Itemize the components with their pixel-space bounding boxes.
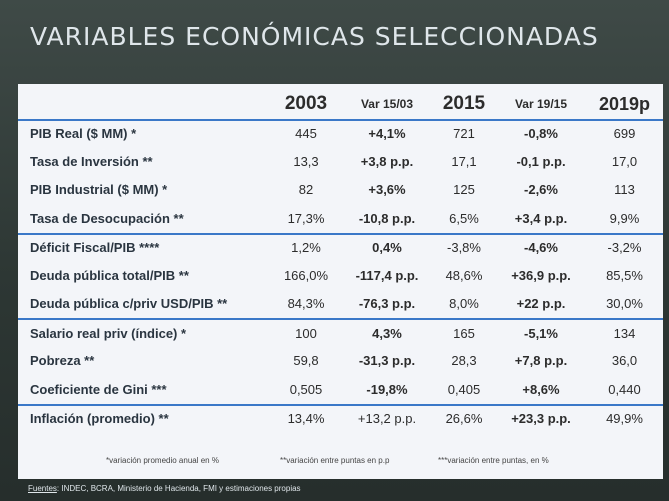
row-label-tasa-inversion: Tasa de Inversión ** xyxy=(30,153,153,169)
cell-2003: 1,2% xyxy=(270,232,342,262)
cell-2019p: 0,440 xyxy=(608,381,641,397)
cell-var-19-15: +7,8 p.p. xyxy=(514,353,568,369)
cell-2015: 26,6% xyxy=(432,403,496,433)
cell-2019p: 113 xyxy=(614,182,635,198)
cell-var-15-03: 4,3% xyxy=(342,318,432,347)
cell-2015: 28,3 xyxy=(451,353,477,369)
row-label-deficit-fiscal: Déficit Fiscal/PIB **** xyxy=(18,232,270,262)
cell-2015: 125 xyxy=(453,182,475,198)
cell-2015: 721 xyxy=(432,118,496,148)
cell-var-15-03: -117,4 p.p. xyxy=(355,267,419,283)
footnote-annual-variation: *variación promedio anual en % xyxy=(106,456,219,465)
cell-2019p: -3,2% xyxy=(586,232,663,262)
row-label-pib-real: PIB Real ($ MM) * xyxy=(18,118,270,148)
cell-2003: 100 xyxy=(270,318,342,347)
cell-2003: 84,3% xyxy=(287,296,325,312)
cell-var-19-15: +22 p.p. xyxy=(516,296,566,312)
footnote-pp-variation: **variación entre puntas en p.p xyxy=(280,456,390,465)
economic-variables-table: 2003 Var 15/03 2015 Var 19/15 2019p PIB … xyxy=(18,90,663,432)
cell-var-15-03: -19,8% xyxy=(366,381,408,397)
header-var-19-15: Var 19/15 xyxy=(514,97,568,112)
header-empty xyxy=(18,90,270,119)
cell-2015: 8,0% xyxy=(449,296,479,312)
cell-var-19-15: +36,9 p.p. xyxy=(511,267,571,283)
cell-2019p: 85,5% xyxy=(606,267,643,283)
cell-var-19-15: +8,6% xyxy=(522,381,560,397)
footnote-percent-variation: ***variación entre puntas, en % xyxy=(438,456,549,465)
sources-text: : INDEC, BCRA, Ministerio de Hacienda, F… xyxy=(56,484,301,493)
cell-var-15-03: -31,3 p.p. xyxy=(358,353,416,369)
header-2015: 2015 xyxy=(442,93,486,115)
cell-2019p: 699 xyxy=(586,118,663,148)
row-label-pobreza: Pobreza ** xyxy=(30,353,95,369)
cell-var-15-03: -10,8 p.p. xyxy=(358,210,416,226)
cell-2015: -3,8% xyxy=(432,232,496,262)
row-label-tasa-desocupacion: Tasa de Desocupación ** xyxy=(30,210,184,226)
cell-2015: 6,5% xyxy=(449,210,479,226)
cell-2003: 82 xyxy=(298,182,314,198)
header-2003: 2003 xyxy=(284,93,328,115)
cell-2003: 0,505 xyxy=(289,381,323,397)
cell-var-19-15: +3,4 p.p. xyxy=(514,210,568,226)
sources-line: Fuentes: INDEC, BCRA, Ministerio de Haci… xyxy=(28,484,301,493)
cell-2019p: 134 xyxy=(586,318,663,347)
cell-2003: 13,4% xyxy=(270,403,342,433)
cell-var-15-03: +13,2 p.p. xyxy=(342,403,432,433)
cell-var-15-03: +3,8 p.p. xyxy=(360,153,414,169)
cell-var-19-15: -0,8% xyxy=(496,118,586,148)
cell-2003: 445 xyxy=(270,118,342,148)
row-label-pib-industrial: PIB Industrial ($ MM) * xyxy=(30,182,168,198)
cell-var-15-03: +4,1% xyxy=(342,118,432,148)
cell-2003: 13,3 xyxy=(293,153,319,169)
cell-2003: 17,3% xyxy=(287,210,325,226)
cell-var-19-15: -4,6% xyxy=(496,232,586,262)
cell-2003: 59,8 xyxy=(293,353,319,369)
row-label-inflacion: Inflación (promedio) ** xyxy=(18,403,270,433)
slide-title: VARIABLES ECONÓMICAS SELECCIONADAS xyxy=(30,22,599,51)
row-label-deuda-publica-priv-usd: Deuda pública c/priv USD/PIB ** xyxy=(30,296,228,312)
cell-2015: 17,1 xyxy=(451,153,477,169)
cell-2019p: 9,9% xyxy=(609,210,640,226)
header-2019p: 2019p xyxy=(598,93,651,114)
cell-2019p: 30,0% xyxy=(606,296,643,312)
sources-label: Fuentes xyxy=(28,484,57,493)
cell-2019p: 17,0 xyxy=(611,153,638,169)
cell-var-15-03: +3,6% xyxy=(368,182,406,198)
cell-2015: 48,6% xyxy=(445,267,483,283)
cell-2015: 0,405 xyxy=(447,381,481,397)
cell-2019p: 36,0 xyxy=(611,353,638,369)
footnotes: *variación promedio anual en % **variaci… xyxy=(18,456,663,470)
cell-var-15-03: 0,4% xyxy=(342,232,432,262)
cell-var-19-15: -5,1% xyxy=(496,318,586,347)
cell-2015: 165 xyxy=(432,318,496,347)
cell-2003: 166,0% xyxy=(283,267,329,283)
cell-var-19-15: -2,6% xyxy=(524,182,558,198)
cell-var-15-03: -76,3 p.p. xyxy=(358,296,416,312)
header-var-15-03: Var 15/03 xyxy=(360,97,414,112)
cell-2019p: 49,9% xyxy=(586,403,663,433)
data-table-panel: 2003 Var 15/03 2015 Var 19/15 2019p PIB … xyxy=(18,84,663,479)
row-label-deuda-publica-total: Deuda pública total/PIB ** xyxy=(30,267,189,283)
cell-var-19-15: -0,1 p.p. xyxy=(516,153,566,169)
row-label-salario-real: Salario real priv (índice) * xyxy=(18,318,270,347)
row-label-coeficiente-gini: Coeficiente de Gini *** xyxy=(30,381,167,397)
cell-var-19-15: +23,3 p.p. xyxy=(496,403,586,433)
